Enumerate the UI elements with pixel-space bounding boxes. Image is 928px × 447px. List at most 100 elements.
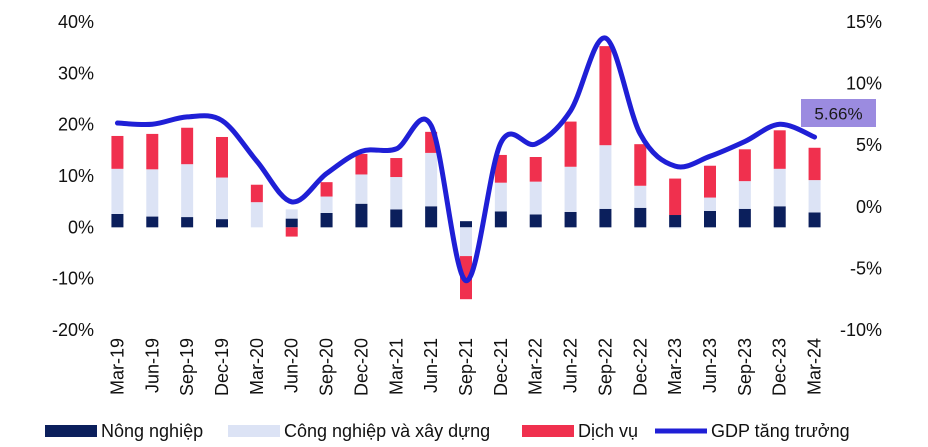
legend-label-dich-vu: Dịch vụ bbox=[578, 421, 638, 441]
bar-nong-nghiep bbox=[320, 212, 333, 228]
x-tick-label: Dec-19 bbox=[212, 338, 232, 396]
gdp-line bbox=[114, 35, 818, 284]
x-tick-label: Mar-24 bbox=[805, 338, 825, 395]
x-tick-label: Sep-19 bbox=[177, 338, 197, 396]
x-tick-label: Dec-20 bbox=[351, 338, 371, 396]
legend: Nông nghiệp Công nghiệp và xây dựng Dịch v… bbox=[45, 421, 850, 441]
x-tick-label: Mar-20 bbox=[247, 338, 267, 395]
bar-cong-nghiep-va-xay-dung bbox=[738, 181, 751, 209]
bar-dich-vu bbox=[494, 154, 507, 183]
x-axis: Mar-19 Jun-19 Sep-19 Dec-19 Mar-20 Jun-20 Sep-… bbox=[107, 338, 824, 396]
left-axis: 40% 30% 20% 10% 0% -10% -20% bbox=[52, 12, 94, 340]
left-tick-label: 30% bbox=[58, 63, 94, 83]
right-tick-label: 5% bbox=[856, 135, 882, 155]
bar-dich-vu bbox=[773, 130, 786, 169]
bar-nong-nghiep bbox=[773, 206, 786, 228]
bar-dich-vu bbox=[599, 46, 612, 146]
gdp-line-series bbox=[114, 35, 818, 284]
bar-nong-nghiep bbox=[390, 209, 403, 228]
left-tick-label: 10% bbox=[58, 166, 94, 186]
right-tick-label: 10% bbox=[846, 74, 882, 94]
bar-dich-vu bbox=[285, 227, 298, 237]
bar-dich-vu bbox=[146, 133, 159, 170]
bar-cong-nghiep-va-xay-dung bbox=[564, 166, 577, 212]
right-tick-label: 15% bbox=[846, 12, 882, 32]
bar-nong-nghiep bbox=[355, 203, 368, 228]
gdp-callout: 5.66% bbox=[801, 99, 876, 127]
x-tick-label: Sep-21 bbox=[456, 338, 476, 396]
bar-cong-nghiep-va-xay-dung bbox=[216, 177, 228, 220]
bar-dich-vu bbox=[216, 136, 228, 178]
bar-nong-nghiep bbox=[216, 219, 228, 228]
bar-dich-vu bbox=[390, 158, 403, 178]
bar-dich-vu bbox=[250, 184, 263, 203]
left-tick-label: 0% bbox=[68, 217, 94, 237]
bar-nong-nghiep bbox=[285, 218, 298, 228]
bar-cong-nghiep-va-xay-dung bbox=[250, 202, 263, 228]
bar-cong-nghiep-va-xay-dung bbox=[146, 169, 159, 217]
bar-dich-vu bbox=[704, 165, 716, 198]
x-tick-label: Mar-19 bbox=[107, 338, 127, 395]
x-tick-label: Dec-22 bbox=[630, 338, 650, 396]
right-tick-label: -5% bbox=[850, 258, 882, 278]
x-tick-label: Dec-21 bbox=[491, 338, 511, 396]
right-axis: 15% 10% 5% 0% -5% -10% bbox=[840, 12, 882, 340]
bar-dich-vu bbox=[669, 178, 682, 216]
bar-cong-nghiep-va-xay-dung bbox=[320, 196, 333, 213]
bar-nong-nghiep bbox=[669, 215, 682, 228]
bar-cong-nghiep-va-xay-dung bbox=[773, 168, 786, 207]
bar-cong-nghiep-va-xay-dung bbox=[111, 168, 124, 214]
bar-dich-vu bbox=[111, 135, 124, 169]
bar-cong-nghiep-va-xay-dung bbox=[529, 181, 542, 215]
x-tick-label: Sep-23 bbox=[735, 338, 755, 396]
bar-cong-nghiep-va-xay-dung bbox=[494, 182, 507, 212]
bar-series bbox=[111, 46, 821, 300]
bar-nong-nghiep bbox=[460, 221, 472, 228]
x-tick-label: Mar-22 bbox=[526, 338, 546, 395]
bar-cong-nghiep-va-xay-dung bbox=[390, 177, 403, 210]
bar-dich-vu bbox=[181, 127, 194, 165]
bar-cong-nghiep-va-xay-dung bbox=[599, 145, 612, 209]
bar-cong-nghiep-va-xay-dung bbox=[704, 197, 716, 211]
callout-label: 5.66% bbox=[814, 105, 862, 124]
bar-nong-nghiep bbox=[494, 211, 507, 228]
x-tick-label: Jun-23 bbox=[700, 338, 720, 393]
bar-nong-nghiep bbox=[146, 216, 159, 228]
bar-dich-vu bbox=[808, 147, 821, 181]
legend-swatch-dich-vu bbox=[522, 425, 574, 437]
bar-dich-vu bbox=[320, 182, 333, 197]
bar-nong-nghiep bbox=[181, 217, 194, 228]
bar-dich-vu bbox=[738, 149, 751, 182]
legend-label-gdp-tang-truong: GDP tăng trưởng bbox=[711, 421, 850, 441]
left-tick-label: -20% bbox=[52, 320, 94, 340]
x-tick-label: Sep-22 bbox=[595, 338, 615, 396]
right-tick-label: -10% bbox=[840, 320, 882, 340]
bar-cong-nghiep-va-xay-dung bbox=[181, 164, 194, 218]
legend-swatch-cong-nghiep-va-xay-dung bbox=[228, 425, 280, 437]
x-tick-label: Dec-23 bbox=[770, 338, 790, 396]
right-tick-label: 0% bbox=[856, 197, 882, 217]
x-tick-label: Sep-20 bbox=[317, 338, 337, 396]
bar-dich-vu bbox=[355, 153, 368, 175]
callout-box bbox=[801, 99, 876, 127]
bar-dich-vu bbox=[634, 144, 647, 186]
bar-nong-nghiep bbox=[738, 208, 751, 228]
bar-dich-vu bbox=[564, 121, 577, 167]
legend-swatch-gdp-tang-truong bbox=[655, 428, 707, 434]
bar-nong-nghiep bbox=[599, 208, 612, 228]
bar-nong-nghiep bbox=[808, 212, 821, 228]
bar-cong-nghiep-va-xay-dung bbox=[669, 227, 682, 229]
bar-cong-nghiep-va-xay-dung bbox=[808, 180, 821, 213]
bar-cong-nghiep-va-xay-dung bbox=[285, 209, 298, 219]
legend-label-cong-nghiep-va-xay-dung: Công nghiệp và xây dựng bbox=[284, 421, 490, 441]
left-tick-label: 20% bbox=[58, 115, 94, 135]
bar-cong-nghiep-va-xay-dung bbox=[460, 227, 472, 257]
bar-nong-nghiep bbox=[704, 210, 716, 228]
bar-cong-nghiep-va-xay-dung bbox=[634, 185, 647, 208]
bar-dich-vu bbox=[529, 157, 542, 182]
legend-swatch-nong-nghiep bbox=[45, 425, 97, 437]
x-tick-label: Jun-21 bbox=[421, 338, 441, 393]
bar-nong-nghiep bbox=[634, 207, 647, 228]
legend-label-nong-nghiep: Nông nghiệp bbox=[101, 421, 203, 441]
